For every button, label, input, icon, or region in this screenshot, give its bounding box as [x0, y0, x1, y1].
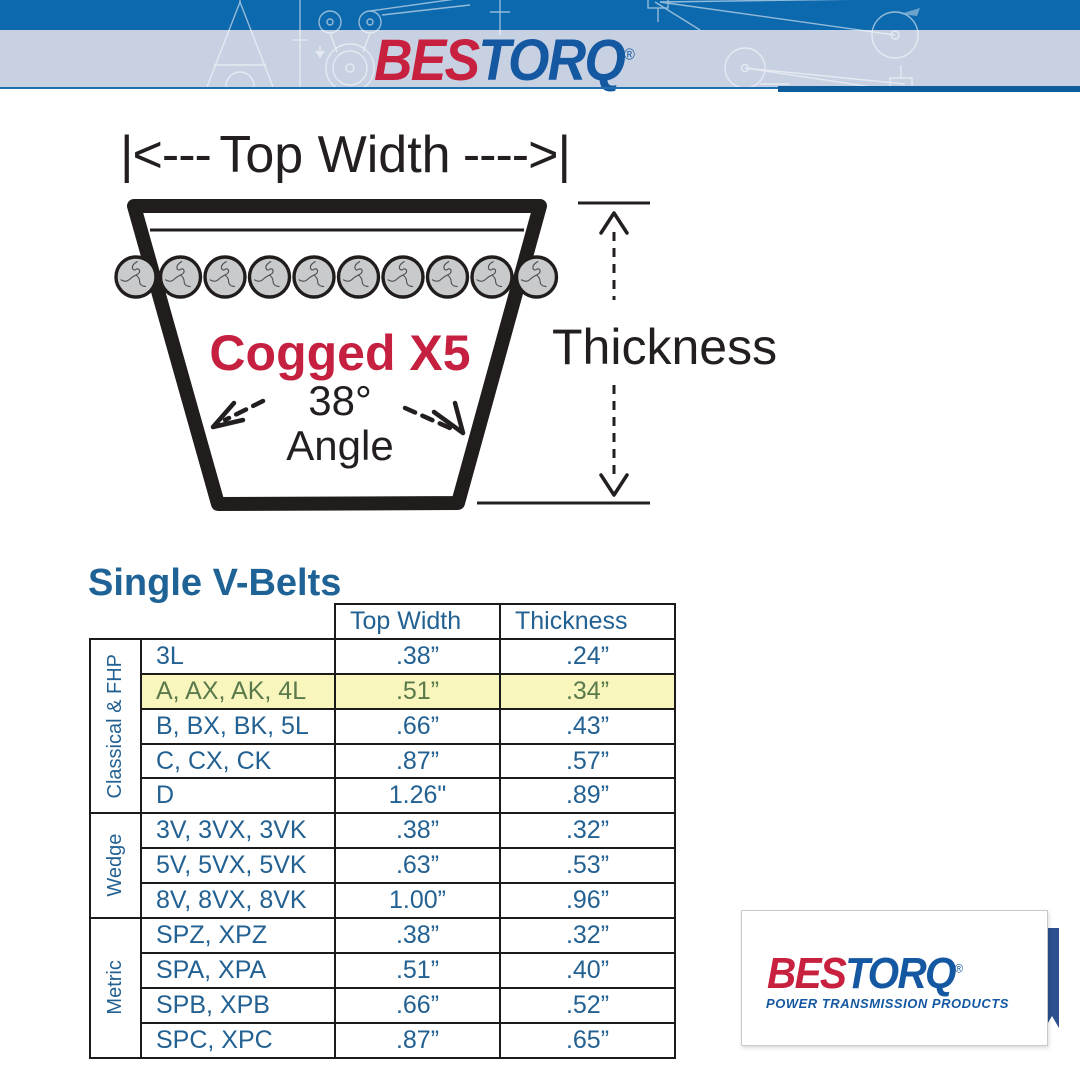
- svg-text:|<---: |<---: [120, 126, 224, 184]
- svg-text:---->|: ---->|: [463, 126, 570, 184]
- svg-text:Angle: Angle: [286, 422, 393, 469]
- svg-text:Thickness: Thickness: [552, 319, 777, 375]
- svg-text:38°: 38°: [308, 377, 372, 424]
- svg-text:Top Width: Top Width: [219, 126, 450, 184]
- svg-text:Cogged X5: Cogged X5: [209, 325, 470, 381]
